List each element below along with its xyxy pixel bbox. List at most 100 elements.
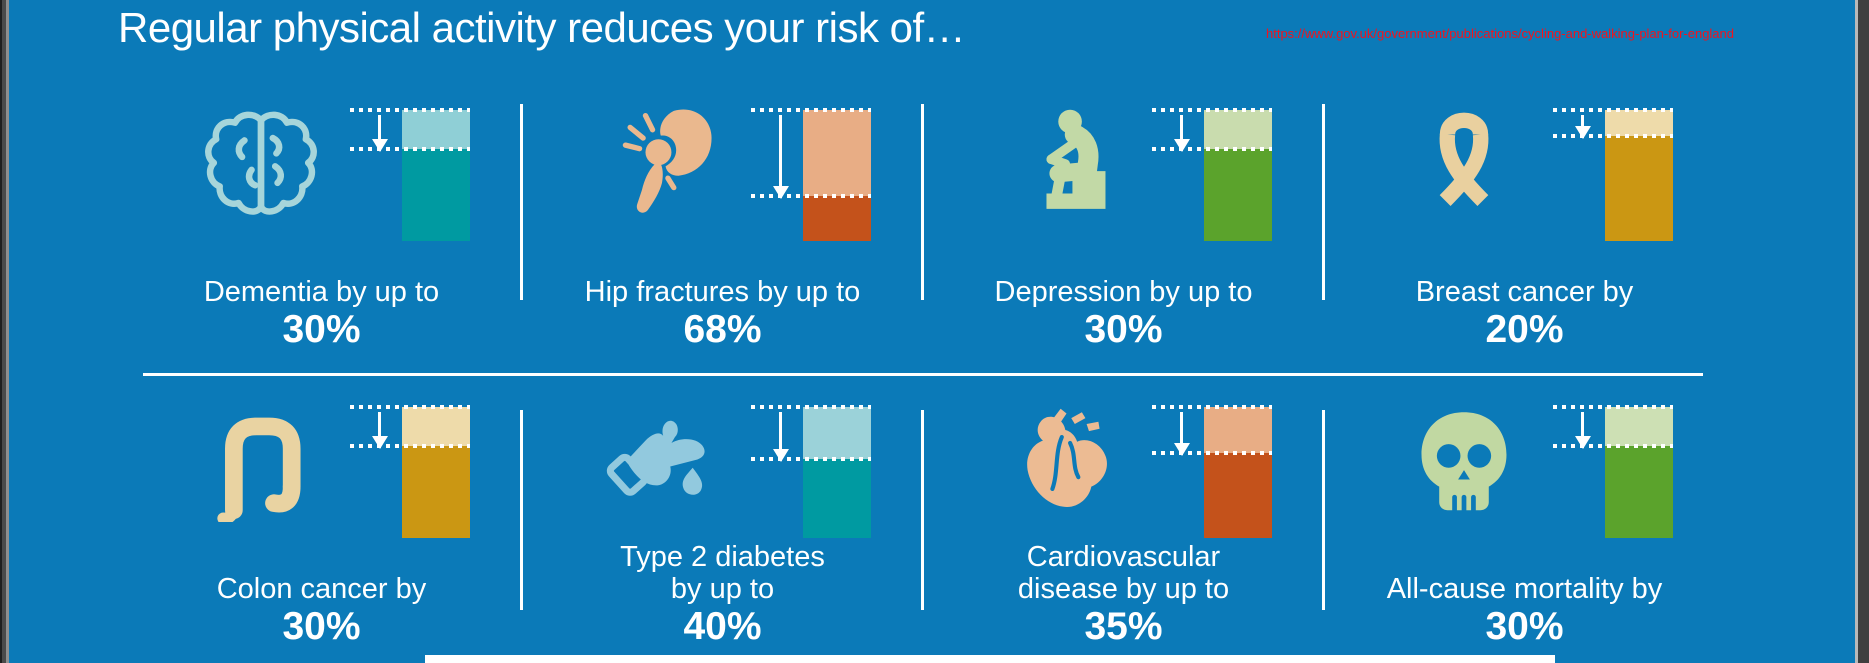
- reduction-percent: 20%: [1485, 308, 1564, 351]
- dotted-line-top: [1553, 108, 1673, 112]
- bar-remaining-risk: [1605, 407, 1673, 538]
- bar-reduction-segment: [803, 110, 871, 197]
- bar-remaining-risk: [402, 110, 470, 241]
- hip-fracture-icon: [603, 105, 721, 223]
- reduction-bar-chart: [1152, 405, 1272, 538]
- reduction-percent: 30%: [282, 308, 361, 351]
- dotted-line-boundary: [1553, 444, 1673, 449]
- column-divider: [520, 410, 523, 610]
- bar-reduction-segment: [803, 407, 871, 460]
- dotted-line-boundary: [751, 194, 871, 199]
- bar-reduction-segment: [1204, 407, 1272, 453]
- column-divider: [520, 104, 523, 300]
- bar-remaining-risk: [402, 407, 470, 538]
- panel-depression: Depression by up to 30%: [923, 70, 1324, 373]
- page-title: Regular physical activity reduces your r…: [118, 4, 966, 51]
- reduction-arrow-icon: [1174, 410, 1190, 456]
- colon-icon: [202, 404, 320, 522]
- dotted-line-top: [1152, 405, 1272, 409]
- reduction-percent: 35%: [1084, 605, 1163, 648]
- reduction-bar-chart: [1152, 108, 1272, 241]
- depression-figure-icon: [1004, 105, 1122, 223]
- reduction-bar-chart: [751, 405, 871, 538]
- reduction-arrow-icon: [1575, 113, 1591, 140]
- bar-remaining-risk: [803, 407, 871, 538]
- reduction-percent: 30%: [282, 605, 361, 648]
- panel-caption: Type 2 diabetes by up to 40%: [492, 541, 953, 649]
- condition-label-line2: Hip fractures by up to: [584, 276, 861, 308]
- page-bottom-edge: [425, 655, 1555, 663]
- reduction-bar-chart: [751, 108, 871, 241]
- reduction-percent: 68%: [683, 308, 762, 351]
- dotted-line-top: [350, 108, 470, 112]
- reduction-arrow-icon: [372, 113, 388, 153]
- condition-label-line2: All-cause mortality by: [1386, 573, 1663, 605]
- panel-colon-cancer: Colon cancer by 30%: [121, 373, 522, 663]
- panel-caption: Dementia by up to 30%: [91, 276, 552, 352]
- condition-label-line2: by up to: [670, 573, 775, 605]
- dotted-line-boundary: [1553, 134, 1673, 139]
- reduction-percent: 30%: [1485, 605, 1564, 648]
- condition-label-line1: Cardiovascular: [1026, 541, 1221, 573]
- reduction-bar-chart: [350, 405, 470, 538]
- reduction-percent: 40%: [683, 605, 762, 648]
- dotted-line-boundary: [350, 147, 470, 152]
- condition-label-line1: Type 2 diabetes: [620, 541, 825, 573]
- reduction-arrow-icon: [773, 113, 789, 200]
- dotted-line-top: [1152, 108, 1272, 112]
- dotted-line-top: [751, 108, 871, 112]
- column-divider: [1322, 104, 1325, 300]
- bar-reduction-segment: [402, 110, 470, 150]
- bar-reduction-segment: [1204, 110, 1272, 150]
- dotted-line-boundary: [1152, 147, 1272, 152]
- condition-label-line2: Colon cancer by: [216, 573, 427, 605]
- panel-caption: Depression by up to 30%: [893, 276, 1354, 352]
- awareness-ribbon-icon: [1405, 105, 1523, 223]
- condition-label-line2: Depression by up to: [994, 276, 1253, 308]
- dotted-line-boundary: [1152, 450, 1272, 455]
- bar-remaining-risk: [1204, 407, 1272, 538]
- column-divider: [921, 104, 924, 300]
- reduction-arrow-icon: [773, 410, 789, 463]
- dotted-line-top: [751, 405, 871, 409]
- panel-dementia: Dementia by up to 30%: [121, 70, 522, 373]
- reduction-arrow-icon: [1575, 410, 1591, 450]
- bar-reduction-segment: [402, 407, 470, 447]
- bar-remaining-risk: [1605, 110, 1673, 241]
- condition-label-line2: Breast cancer by: [1415, 276, 1634, 308]
- panel-breast-cancer: Breast cancer by 20%: [1324, 70, 1725, 373]
- bar-remaining-risk: [1204, 110, 1272, 241]
- heart-icon: [1004, 404, 1122, 522]
- brain-icon: [202, 105, 320, 223]
- panel-type-2-diabetes: Type 2 diabetes by up to 40%: [522, 373, 923, 663]
- panel-caption: Hip fractures by up to 68%: [492, 276, 953, 352]
- window-frame-right: [1855, 0, 1869, 663]
- reduction-bar-chart: [350, 108, 470, 241]
- reduction-arrow-icon: [1174, 113, 1190, 153]
- reduction-arrow-icon: [372, 410, 388, 450]
- row-divider: [143, 373, 1703, 376]
- reduction-bar-chart: [1553, 108, 1673, 241]
- bar-reduction-segment: [1605, 110, 1673, 137]
- dotted-line-top: [350, 405, 470, 409]
- panel-all-cause-mortality: All-cause mortality by 30%: [1324, 373, 1725, 663]
- panel-caption: Cardiovascular disease by up to 35%: [893, 541, 1354, 649]
- panel-cardiovascular-disease: Cardiovascular disease by up to 35%: [923, 373, 1324, 663]
- skull-icon: [1405, 404, 1523, 522]
- dotted-line-boundary: [350, 444, 470, 449]
- reduction-bar-chart: [1553, 405, 1673, 538]
- bar-remaining-risk: [803, 110, 871, 241]
- column-divider: [921, 410, 924, 610]
- window-frame-left: [0, 0, 9, 663]
- bar-reduction-segment: [1605, 407, 1673, 447]
- condition-label-line2: disease by up to: [1017, 573, 1230, 605]
- reduction-percent: 30%: [1084, 308, 1163, 351]
- dotted-line-boundary: [751, 457, 871, 462]
- hand-blood-drop-icon: [603, 404, 721, 522]
- panel-hip-fractures: Hip fractures by up to 68%: [522, 70, 923, 373]
- condition-label-line2: Dementia by up to: [203, 276, 440, 308]
- dotted-line-top: [1553, 405, 1673, 409]
- source-url-link[interactable]: https://www.gov.uk/government/publicatio…: [1266, 26, 1734, 41]
- column-divider: [1322, 410, 1325, 610]
